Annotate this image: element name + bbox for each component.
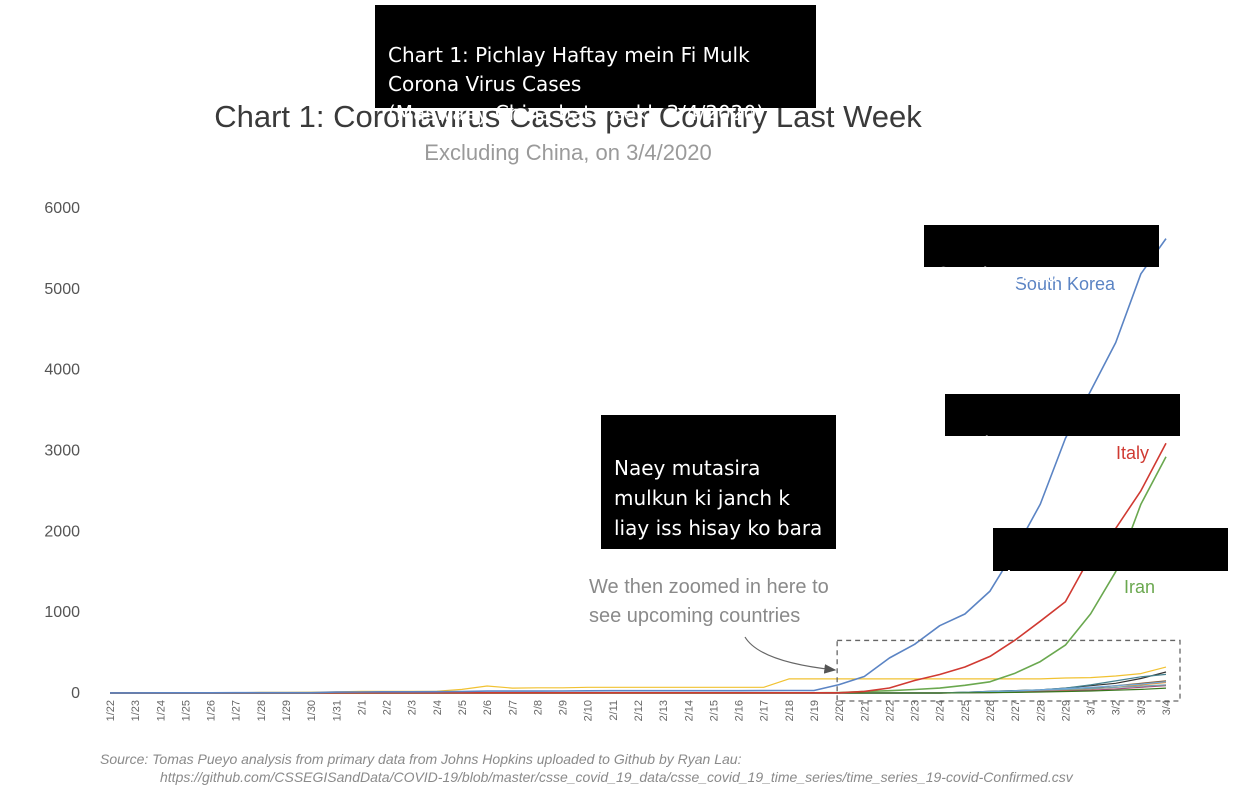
source-line-1: Source: Tomas Pueyo analysis from primar… (100, 751, 742, 767)
zoom-note-line-1: We then zoomed in here to (589, 576, 829, 598)
y-tick-label: 0 (71, 685, 80, 702)
x-tick-label: 2/9 (558, 700, 570, 715)
y-tick-label: 5000 (44, 281, 80, 298)
x-tick-label: 1/29 (281, 700, 293, 721)
overlay-zoom-note-text: Naey mutasira mulkun ki janch k liay iss… (614, 456, 823, 570)
x-tick-label: 2/24 (935, 700, 947, 721)
chart-subtitle: Excluding China, on 3/4/2020 (424, 140, 711, 165)
x-tick-label: 2/8 (532, 700, 544, 715)
overlay-chart-title-box: Chart 1: Pichlay Haftay mein Fi Mulk Cor… (375, 5, 816, 125)
overlay-italy-text: Italy (958, 432, 1002, 456)
x-tick-label: 3/3 (1136, 700, 1148, 715)
zoom-region-box (836, 639, 1181, 702)
x-tick-label: 2/12 (633, 700, 645, 721)
x-tick-label: 2/13 (658, 700, 670, 721)
x-tick-label: 2/2 (382, 700, 394, 715)
overlay-south-korea-box: South Korea (924, 225, 1159, 287)
y-tick-label: 2000 (44, 523, 80, 540)
x-tick-label: 1/23 (130, 700, 142, 721)
series-label-south-korea: South Korea (1015, 274, 1116, 294)
overlay-iran-box: Iran (993, 528, 1228, 590)
x-tick-label: 2/25 (960, 700, 972, 721)
overlay-chart-title-text: Chart 1: Pichlay Haftay mein Fi Mulk Cor… (388, 43, 765, 125)
x-tick-label: 2/17 (759, 700, 771, 721)
x-tick-label: 2/19 (809, 700, 821, 721)
x-tick-label: 2/26 (985, 700, 997, 721)
overlay-italy-box: Italy (945, 394, 1180, 456)
zoom-arrow (744, 636, 837, 674)
x-axis-ticks: 1/22 1/23 1/24 1/25 1/26 1/27 1/28 1/29 1/30 1/31… (105, 700, 1173, 721)
x-tick-label: 2/21 (859, 700, 871, 721)
x-tick-label: 1/31 (331, 700, 343, 721)
x-tick-label: 2/11 (608, 700, 620, 721)
x-tick-label: 1/25 (180, 700, 192, 721)
x-tick-label: 3/4 (1161, 700, 1173, 715)
x-tick-label: 2/28 (1035, 700, 1047, 721)
x-tick-label: 2/18 (784, 700, 796, 721)
series-line-south-korea (110, 238, 1167, 694)
zoom-note-line-2: see upcoming countries (589, 605, 800, 627)
y-tick-label: 4000 (44, 362, 80, 379)
y-axis-ticks: 0 1000 2000 3000 4000 5000 6000 (44, 200, 80, 702)
overlay-zoom-note-box: Naey mutasira mulkun ki janch k liay iss… (601, 415, 836, 570)
x-tick-label: 2/1 (356, 700, 368, 715)
x-tick-label: 2/5 (457, 700, 469, 715)
x-tick-label: 2/27 (1010, 700, 1022, 721)
overlay-south-korea-text: South Korea (937, 263, 1059, 287)
y-tick-label: 3000 (44, 443, 80, 460)
overlay-iran-text: Iran (1006, 566, 1046, 590)
x-tick-label: 2/15 (708, 700, 720, 721)
x-tick-label: 2/20 (834, 700, 846, 721)
x-tick-label: 2/7 (507, 700, 519, 715)
x-tick-label: 1/27 (231, 700, 243, 721)
x-tick-label: 1/22 (105, 700, 117, 721)
series-label-iran: Iran (1124, 577, 1155, 597)
y-tick-label: 6000 (44, 200, 80, 217)
x-tick-label: 2/23 (910, 700, 922, 721)
x-tick-label: 2/4 (432, 700, 444, 715)
x-tick-label: 1/24 (155, 700, 167, 721)
series-label-italy: Italy (1116, 443, 1149, 463)
source-line-2: https://github.com/CSSEGISandData/COVID-… (160, 769, 1074, 785)
x-tick-label: 2/14 (683, 700, 695, 721)
x-tick-label: 2/10 (583, 700, 595, 721)
x-tick-label: 3/2 (1111, 700, 1123, 715)
y-tick-label: 1000 (44, 604, 80, 621)
x-tick-label: 3/1 (1086, 700, 1098, 715)
x-tick-label: 2/16 (734, 700, 746, 721)
x-tick-label: 2/6 (482, 700, 494, 715)
series-line-series-3 (109, 666, 1167, 694)
series-lines (109, 238, 1167, 694)
x-tick-label: 2/3 (407, 700, 419, 715)
x-tick-label: 2/29 (1060, 700, 1072, 721)
x-tick-label: 1/28 (256, 700, 268, 721)
x-tick-label: 1/26 (206, 700, 218, 721)
x-tick-label: 2/22 (884, 700, 896, 721)
x-tick-label: 1/30 (306, 700, 318, 721)
